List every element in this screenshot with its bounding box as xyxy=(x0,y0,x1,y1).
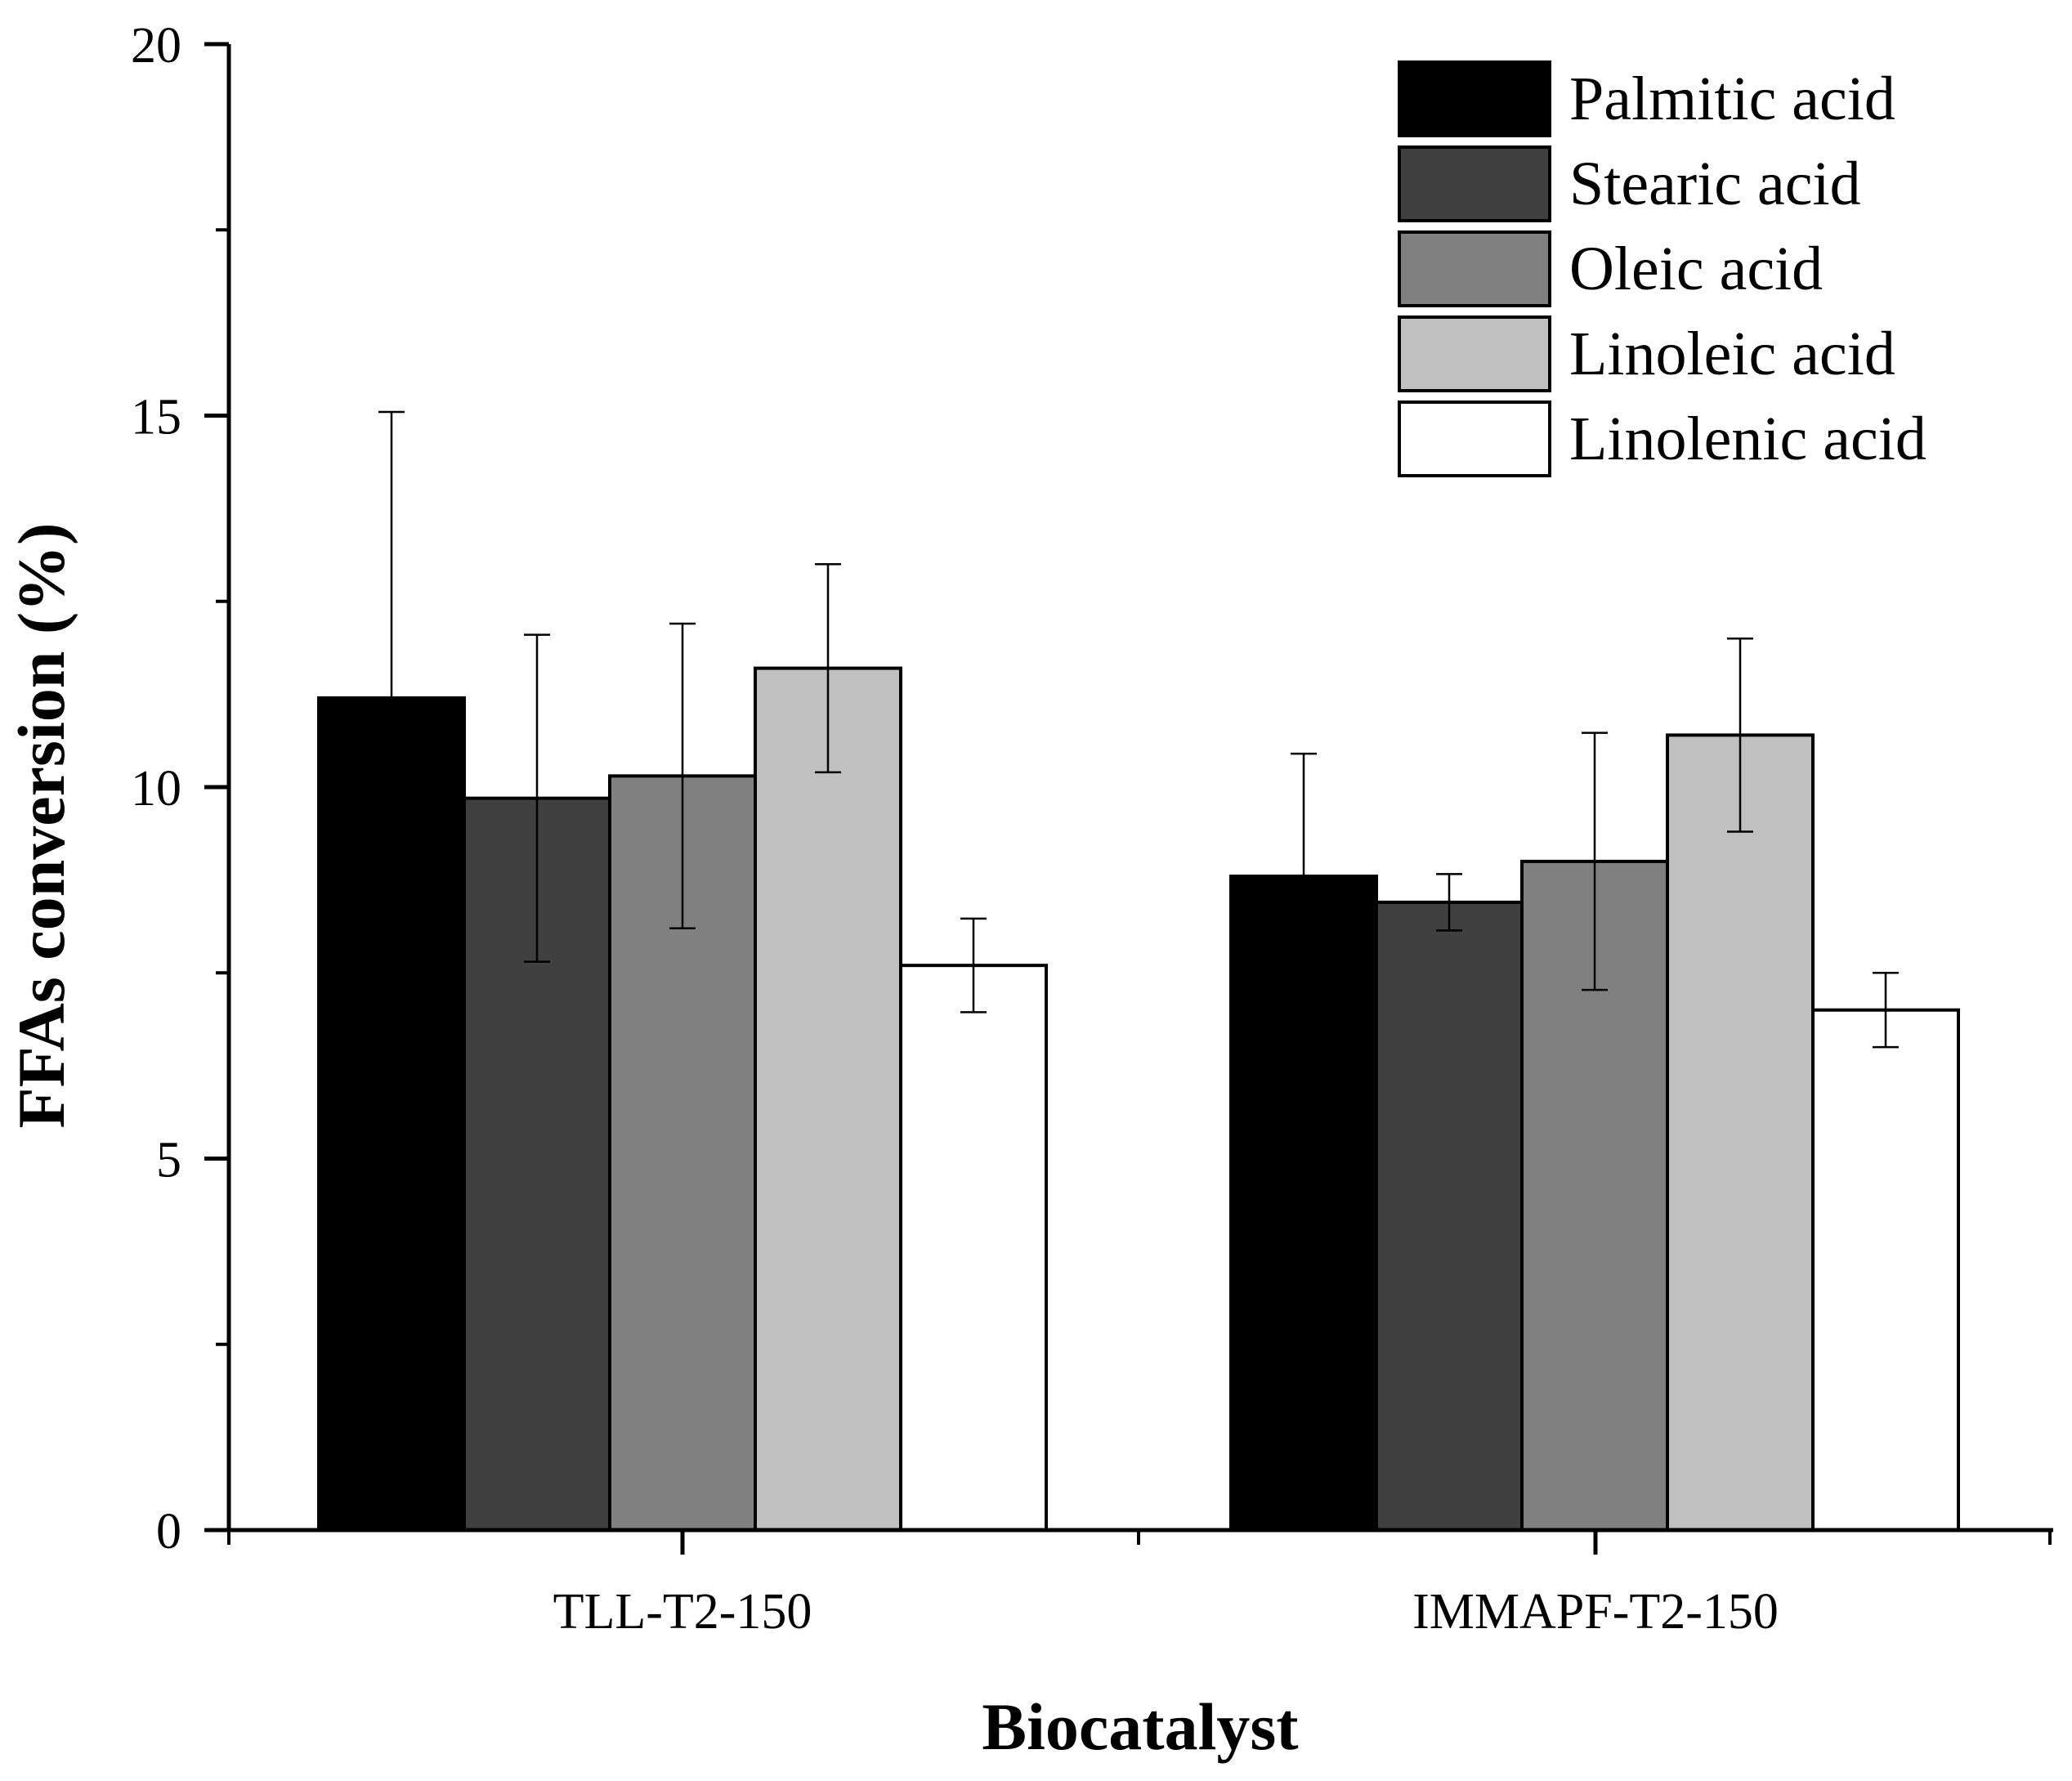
legend-label-4: Linolenic acid xyxy=(1569,405,1927,473)
y-tick-label-3: 15 xyxy=(131,390,181,445)
legend-label-0: Palmitic acid xyxy=(1569,65,1895,133)
y-tick-label-1: 5 xyxy=(156,1133,181,1188)
y-tick-label-2: 10 xyxy=(131,761,181,817)
legend-swatch-0 xyxy=(1398,60,1551,137)
bar-1-3 xyxy=(1666,733,1815,1532)
y-tick-label-0: 0 xyxy=(156,1504,181,1559)
bar-1-4 xyxy=(1811,1008,1960,1532)
x-axis-title: Biocatalyst xyxy=(982,1689,1298,1764)
error-bars-layer xyxy=(378,410,1899,1049)
x-tick-label-0: TLL-T2-150 xyxy=(553,1584,812,1640)
y-tick-label-4: 20 xyxy=(131,18,181,74)
legend-label-2: Oleic acid xyxy=(1569,235,1823,303)
legend-label-3: Linoleic acid xyxy=(1569,320,1895,388)
y-axis-title: FFAs conversion (%) xyxy=(4,523,78,1129)
legend-swatch-4 xyxy=(1398,401,1551,477)
bar-0-4 xyxy=(899,964,1048,1533)
bar-1-1 xyxy=(1375,900,1524,1532)
legend-swatch-3 xyxy=(1398,315,1551,392)
x-tick-label-1: IMMAPF-T2-150 xyxy=(1412,1584,1779,1640)
ticks-layer: 0 5 10 15 20 TLL-T2-150 IMMAPF-T2-150 xyxy=(131,18,2052,1640)
legend-swatch-1 xyxy=(1398,145,1551,222)
legend: Palmitic acid Stearic acid Oleic acid Linol… xyxy=(1398,60,1927,477)
legend-label-1: Stearic acid xyxy=(1569,150,1861,218)
bar-0-3 xyxy=(754,666,902,1532)
bars-layer xyxy=(317,666,1960,1533)
legend-swatch-2 xyxy=(1398,230,1551,307)
